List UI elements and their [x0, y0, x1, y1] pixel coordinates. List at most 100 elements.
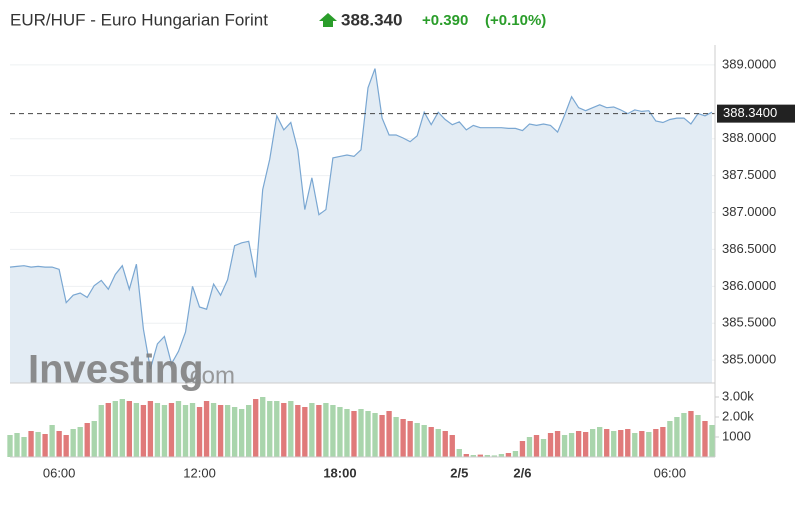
- volume-bar: [309, 403, 315, 457]
- volume-bar: [547, 433, 554, 457]
- volume-bar: [63, 435, 69, 457]
- volume-bar: [260, 397, 266, 457]
- volume-bar: [224, 405, 231, 457]
- x-tick-label: 2/5: [450, 465, 468, 480]
- volume-bar: [709, 425, 715, 457]
- area: [10, 68, 712, 383]
- volume-bar: [407, 421, 413, 457]
- volume-bar: [484, 455, 491, 457]
- up-arrow: [319, 13, 337, 27]
- volume-bar: [49, 425, 55, 457]
- volume-bar: [653, 429, 659, 457]
- title: EUR/HUF - Euro Hungarian Forint: [10, 10, 268, 29]
- volume-bar: [21, 437, 27, 457]
- volume-bar: [154, 403, 161, 457]
- volume-bar: [674, 417, 680, 457]
- volume-bar: [77, 427, 83, 457]
- volume-bar: [140, 405, 147, 457]
- y-tick-label: 1000: [722, 428, 751, 443]
- volume-bar: [133, 403, 140, 457]
- y-tick-label: 388.0000: [722, 130, 776, 145]
- volume-bar: [498, 454, 505, 457]
- volume-bar: [337, 407, 343, 457]
- volume-bar: [639, 431, 645, 457]
- volume-bar: [449, 435, 455, 457]
- volume-bar: [161, 405, 168, 457]
- volume-bar: [238, 409, 245, 457]
- volume-bar: [203, 401, 210, 457]
- volume-bar: [568, 433, 575, 457]
- volume-bar: [105, 403, 111, 457]
- volume-bar: [533, 435, 540, 457]
- volume-bar: [442, 431, 448, 457]
- volume-bar: [435, 429, 441, 457]
- x-tick-label: 06:00: [43, 465, 76, 480]
- volume-bar: [344, 409, 350, 457]
- y-tick-label: 386.5000: [722, 241, 776, 256]
- volume-bar: [611, 431, 617, 457]
- volume-bar: [372, 413, 378, 457]
- x-tick-label: 12:00: [183, 465, 216, 480]
- y-tick-label: 387.5000: [722, 167, 776, 182]
- volume-bar: [323, 403, 329, 457]
- volume-bar: [84, 423, 90, 457]
- volume-bar: [14, 433, 20, 457]
- y-tick-label: 385.5000: [722, 315, 776, 330]
- y-tick-label: 389.0000: [722, 56, 776, 71]
- volume-bar: [526, 437, 533, 457]
- volume-bar: [274, 401, 280, 457]
- volume-bar: [393, 417, 399, 457]
- y-tick-label: 385.0000: [722, 352, 776, 367]
- x-tick-label: 06:00: [654, 465, 687, 480]
- y-tick-label: 386.0000: [722, 278, 776, 293]
- volume-bar: [688, 411, 694, 457]
- volume-bar: [295, 405, 301, 457]
- volume-bar: [217, 405, 224, 457]
- percent: (+0.10%): [485, 12, 546, 29]
- y-tick-label: 387.0000: [722, 204, 776, 219]
- volume-bar: [7, 435, 13, 457]
- volume-bar: [112, 401, 118, 457]
- volume-bar: [168, 403, 175, 457]
- volume-bar: [456, 449, 462, 457]
- volume-bar: [660, 427, 666, 457]
- volume-bar: [491, 455, 498, 457]
- volume-bar: [91, 421, 97, 457]
- volume-bar: [505, 453, 512, 457]
- volume-bar: [519, 441, 526, 457]
- volume-bar: [625, 429, 631, 457]
- volume-bar: [575, 431, 582, 457]
- volume-bar: [414, 423, 420, 457]
- volume-bar: [582, 432, 589, 457]
- volume-bar: [175, 401, 182, 457]
- volume-bar: [421, 425, 427, 457]
- volume-bar: [210, 403, 217, 457]
- plot: 385.0000 385.5000 386.0000 386.5000 387.0000…: [7, 45, 795, 480]
- y-tick-label: 2.00k: [722, 408, 754, 423]
- x-tick-label: 18:00: [323, 465, 356, 480]
- volume-bar: [182, 405, 189, 457]
- volume-bar: [632, 433, 638, 457]
- volume-bar: [463, 454, 469, 457]
- volume-bar: [316, 405, 322, 457]
- volume-bar: [98, 405, 104, 457]
- volume-bar: [477, 454, 484, 457]
- last-price-label: 388.3400: [723, 105, 777, 120]
- watermark: Investing: [28, 348, 204, 392]
- volume-bar: [470, 455, 476, 457]
- volume-bar: [42, 434, 48, 457]
- volume-bar: [351, 411, 357, 457]
- volume-bar: [147, 401, 154, 457]
- volume-bar: [253, 399, 259, 457]
- volume-bar: [646, 432, 652, 457]
- volume-bar: [302, 407, 308, 457]
- volume-bar: [288, 401, 294, 457]
- volume-bar: [246, 405, 252, 457]
- volume-bar: [358, 409, 364, 457]
- volume-bar: [702, 421, 708, 457]
- volume-bar: [281, 403, 287, 457]
- volume-bar: [695, 415, 701, 457]
- volume-bar: [70, 429, 76, 457]
- volume-bar: [681, 413, 687, 457]
